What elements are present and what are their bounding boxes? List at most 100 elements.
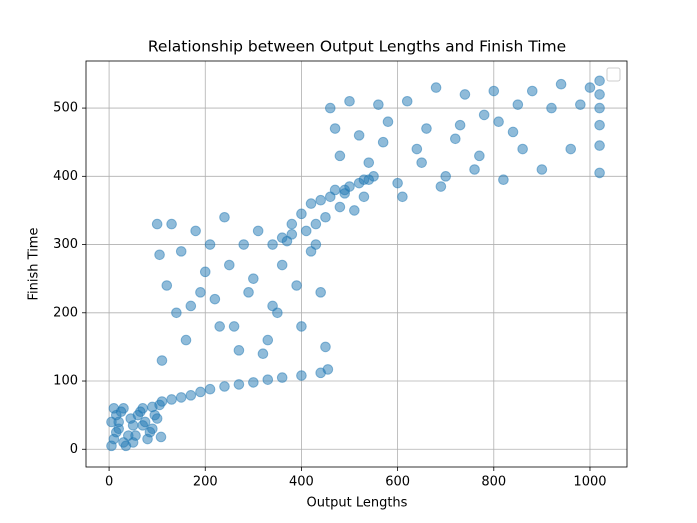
point	[454, 119, 466, 131]
point	[435, 181, 447, 192]
plot-area	[86, 61, 627, 467]
point	[175, 392, 187, 403]
point	[281, 235, 293, 247]
point	[262, 334, 274, 346]
point	[243, 287, 254, 298]
point	[594, 140, 605, 151]
point	[185, 390, 197, 401]
point	[155, 431, 167, 443]
point	[594, 102, 605, 114]
point	[310, 239, 322, 250]
chart-title: Relationship between Output Lengths and …	[148, 38, 566, 56]
point	[166, 394, 177, 405]
point	[450, 133, 461, 145]
point	[310, 218, 322, 230]
point	[156, 355, 168, 366]
point	[272, 307, 283, 319]
point	[334, 150, 346, 162]
x-tick-label: 800	[481, 475, 506, 490]
y-tick-label: 300	[53, 237, 78, 252]
point	[565, 143, 577, 155]
point	[204, 239, 216, 250]
point	[228, 321, 240, 332]
point	[329, 184, 341, 196]
point	[315, 194, 326, 206]
point	[199, 266, 211, 278]
point	[344, 95, 355, 107]
point	[315, 287, 326, 298]
point	[233, 379, 245, 390]
y-tick-label: 500	[53, 101, 78, 116]
y-tick-label: 400	[53, 169, 78, 184]
point	[296, 208, 307, 220]
point	[358, 174, 370, 186]
point	[113, 423, 125, 435]
point	[276, 372, 288, 383]
x-tick-label: 1000	[573, 475, 606, 490]
point	[233, 345, 245, 356]
point	[144, 426, 156, 438]
point	[154, 249, 165, 261]
point	[190, 225, 201, 237]
point	[512, 99, 524, 110]
point	[147, 401, 158, 413]
point	[507, 126, 519, 138]
point	[498, 174, 509, 186]
point	[339, 184, 351, 196]
point	[252, 225, 264, 237]
point	[536, 164, 548, 175]
point	[377, 136, 389, 148]
point	[110, 409, 122, 421]
point	[262, 374, 274, 385]
point	[322, 364, 334, 375]
point	[358, 191, 370, 203]
point	[248, 377, 259, 388]
point	[161, 280, 173, 291]
point	[296, 370, 307, 381]
point	[594, 75, 605, 87]
point	[474, 150, 485, 162]
point	[151, 218, 163, 230]
point	[204, 383, 216, 395]
point	[478, 109, 490, 121]
point	[320, 211, 331, 223]
y-axis-label: Finish Time	[27, 228, 42, 301]
point	[224, 259, 235, 271]
point	[296, 321, 307, 332]
point	[195, 386, 206, 398]
point	[185, 300, 197, 312]
x-axis-label: Output Lengths	[307, 496, 408, 511]
x-tick-label: 0	[105, 475, 113, 490]
x-tick-label: 600	[385, 475, 410, 490]
point	[257, 348, 269, 360]
point	[291, 280, 302, 291]
point	[546, 102, 557, 114]
point	[118, 403, 129, 414]
y-tick-label: 0	[70, 442, 78, 457]
x-tick-label: 400	[289, 475, 314, 490]
point	[575, 99, 586, 110]
point	[363, 157, 375, 168]
point	[526, 85, 538, 97]
point	[440, 171, 452, 182]
point	[171, 307, 182, 319]
point	[248, 273, 259, 284]
x-tick-label: 200	[193, 475, 218, 490]
point	[180, 334, 192, 346]
point	[175, 246, 187, 257]
point	[555, 78, 567, 90]
point	[349, 205, 360, 216]
point	[392, 177, 403, 189]
point	[219, 211, 230, 223]
point	[488, 85, 500, 97]
point	[219, 381, 230, 392]
point	[411, 143, 423, 155]
y-tick-label: 200	[53, 305, 78, 320]
axes-frame	[85, 60, 628, 468]
point	[324, 102, 336, 114]
point	[286, 218, 298, 230]
point	[209, 293, 221, 305]
point	[238, 239, 250, 250]
point	[430, 82, 442, 93]
